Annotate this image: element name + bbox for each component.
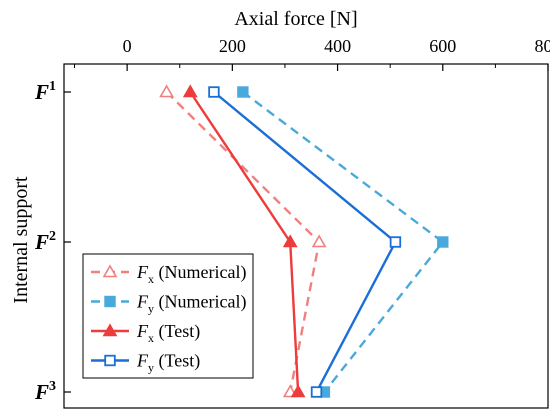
- x-tick-label: 200: [219, 36, 246, 56]
- legend-label: Fx (Test): [136, 321, 200, 345]
- data-point: [311, 234, 327, 248]
- x-axis-title: Axial force [N]: [234, 8, 357, 30]
- legend-label-base: F: [136, 262, 149, 282]
- legend-label-base: F: [136, 351, 149, 371]
- data-point: [182, 84, 198, 98]
- y-tick-label-base: F: [34, 230, 49, 254]
- legend-label-subscript: x: [148, 331, 154, 345]
- y-axis-title: Internal support: [10, 176, 32, 304]
- legend-label-suffix: (Test): [154, 351, 200, 372]
- legend-label-base: F: [136, 292, 149, 312]
- data-point: [159, 84, 174, 98]
- legend-label: Fy (Test): [136, 351, 200, 375]
- y-tick-label-superscript: 1: [49, 79, 56, 94]
- legend-label-subscript: x: [148, 272, 154, 286]
- x-tick-label: 800: [535, 36, 550, 56]
- legend-marker: [104, 295, 116, 308]
- legend-label-suffix: (Numerical): [154, 262, 246, 283]
- legend-label-base: F: [136, 321, 149, 341]
- data-point: [389, 236, 402, 248]
- plot-frame: [63, 63, 549, 409]
- y-tick-label-superscript: 3: [49, 379, 56, 394]
- y-tick-label-superscript: 2: [49, 229, 56, 244]
- legend-label-suffix: (Test): [154, 321, 200, 342]
- x-tick-label: 400: [324, 36, 351, 56]
- legend-label-subscript: y: [148, 302, 154, 316]
- x-tick-label: 600: [429, 36, 456, 56]
- series-line: [242, 91, 445, 393]
- legend: Fx (Numerical)Fy (Numerical)Fx (Test)Fy …: [82, 253, 254, 379]
- legend-label-subscript: y: [148, 361, 154, 375]
- data-point: [237, 86, 249, 98]
- legend-marker: [104, 354, 116, 367]
- legend-label: Fy (Numerical): [136, 292, 246, 316]
- axes: 0200400600800Axial force [N]F1F2F3Intern…: [10, 8, 550, 409]
- y-tick-label: F1: [34, 79, 56, 104]
- data-point: [290, 384, 306, 398]
- legend-marker: [102, 264, 118, 278]
- y-tick-label-base: F: [34, 80, 49, 104]
- legend-label: Fx (Numerical): [136, 262, 246, 286]
- data-point: [282, 234, 298, 248]
- y-tick-label-base: F: [34, 380, 49, 404]
- data-point: [310, 386, 323, 398]
- y-tick-label: F3: [34, 379, 56, 404]
- data-point: [437, 236, 449, 248]
- y-tick-label: F2: [34, 229, 56, 254]
- legend-marker: [102, 323, 118, 337]
- x-tick-label: 0: [123, 36, 132, 56]
- legend-label-suffix: (Numerical): [154, 292, 246, 313]
- data-point: [208, 86, 220, 98]
- plot-area: [159, 84, 449, 398]
